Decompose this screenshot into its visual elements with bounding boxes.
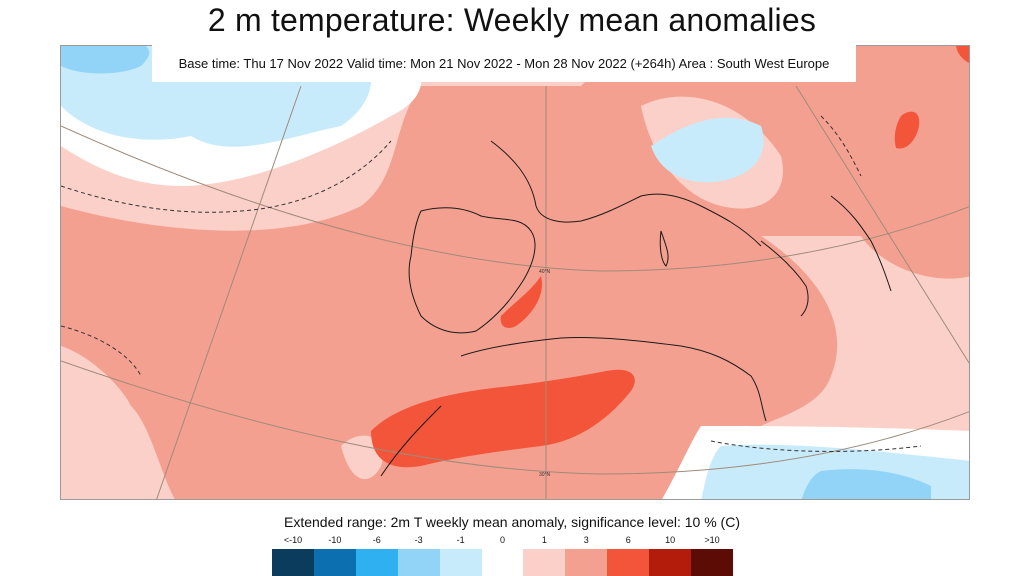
colorbar-tick-label: 0	[499, 535, 506, 545]
colorbar-swatch	[313, 549, 356, 576]
anomaly-zone-3-6-balkans	[894, 111, 920, 149]
colorbar-swatch	[691, 549, 733, 576]
colorbar-tick-label: 1	[541, 535, 547, 545]
anomaly-zone-3-6-sahara	[371, 369, 635, 468]
colorbar-tick-label: <-10	[283, 535, 303, 545]
anomaly-zone-neg3-neg1-south	[801, 469, 931, 499]
colorbar-tick-label: 6	[625, 535, 631, 545]
colorbar-swatch	[565, 549, 608, 576]
anomaly-zone-3-6-spain	[500, 276, 542, 328]
coastlines	[380, 140, 892, 477]
colorbar-tick-label: -1	[456, 535, 465, 545]
colorbar-swatch	[439, 549, 482, 576]
anomaly-zone-0-1-east	[761, 236, 969, 456]
anomaly-zone-3-6-corner	[956, 46, 969, 64]
colorbar	[272, 549, 733, 576]
anomaly-zone-neg1-0-alps	[651, 117, 764, 183]
graticule-label-30n: 30°N	[539, 472, 551, 478]
colorbar-tick-label: >10	[704, 535, 720, 545]
graticule-labels: 40°N 30°N	[539, 269, 551, 478]
colorbar-swatch	[355, 549, 398, 576]
colorbar-tick-label: -3	[414, 535, 423, 545]
colorbar-tick-label: -10	[328, 535, 342, 545]
colorbar-swatch	[272, 549, 314, 576]
graticule	[61, 85, 969, 499]
colorbar-swatch	[607, 549, 650, 576]
anomaly-zone-0-1-atlas	[341, 435, 383, 480]
map-canvas: 40°N 30°N	[61, 46, 969, 499]
colorbar-title: Extended range: 2m T weekly mean anomaly…	[283, 514, 740, 530]
colorbar-labels: <-10 -10 -6 -3 -1 0 1 3 6 10 >10	[0, 535, 1024, 547]
significance-contours	[61, 115, 922, 452]
anomaly-zone-neg3-neg1-north	[61, 46, 150, 74]
colorbar-tick-label: 3	[583, 535, 589, 545]
colorbar-swatch	[481, 549, 524, 576]
colorbar-swatch	[649, 549, 692, 576]
graticule-label-40n: 40°N	[539, 269, 551, 275]
colorbar-tick-label: 10	[665, 535, 676, 545]
run-info-box: Base time: Thu 17 Nov 2022 Valid time: M…	[152, 44, 856, 82]
chart-title: 2 m temperature: Weekly mean anomalies	[207, 2, 817, 38]
colorbar-swatch	[397, 549, 440, 576]
anomaly-map: 40°N 30°N	[60, 45, 970, 500]
colorbar-swatch	[523, 549, 566, 576]
colorbar-tick-label: -6	[372, 535, 381, 545]
anomaly-zone-0-1-southwest	[61, 346, 175, 499]
